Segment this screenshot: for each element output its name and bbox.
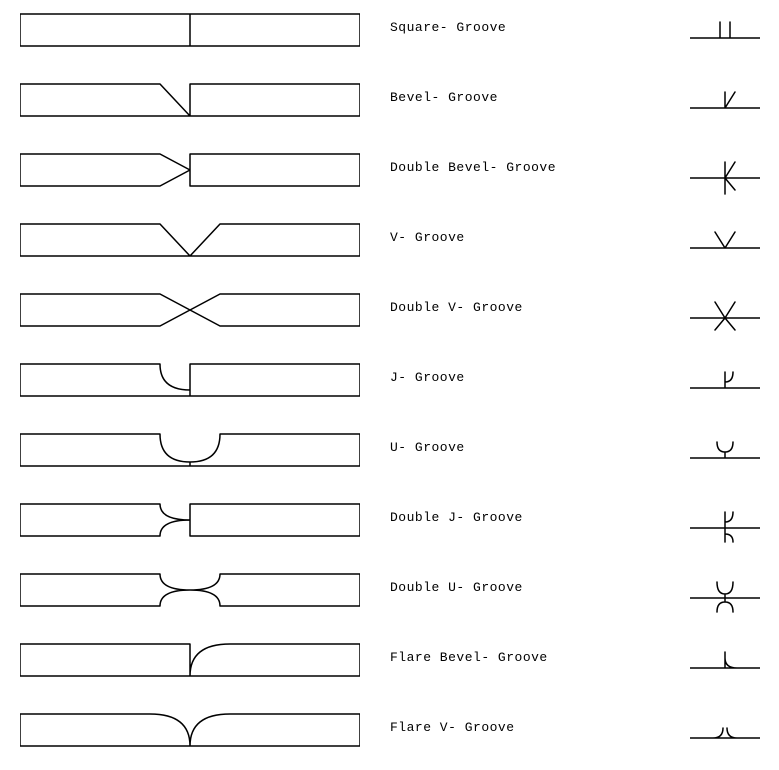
groove-row-square-groove: Square- Groove bbox=[0, 0, 779, 70]
groove-row-double-bevel-groove: Double Bevel- Groove bbox=[0, 140, 779, 210]
joint-cross-section bbox=[20, 290, 360, 334]
groove-row-bevel-groove: Bevel- Groove bbox=[0, 70, 779, 140]
weld-symbol bbox=[690, 708, 760, 756]
joint-cross-section bbox=[20, 150, 360, 194]
groove-label: V- Groove bbox=[390, 230, 465, 245]
groove-row-double-j-groove: Double J- Groove bbox=[0, 490, 779, 560]
weld-symbol bbox=[690, 148, 760, 196]
groove-row-v-groove: V- Groove bbox=[0, 210, 779, 280]
groove-label: Square- Groove bbox=[390, 20, 506, 35]
groove-row-flare-v-groove: Flare V- Groove bbox=[0, 700, 779, 770]
joint-cross-section bbox=[20, 220, 360, 264]
weld-symbol bbox=[690, 358, 760, 406]
groove-label: Double J- Groove bbox=[390, 510, 523, 525]
joint-cross-section bbox=[20, 430, 360, 474]
groove-label: Flare Bevel- Groove bbox=[390, 650, 548, 665]
weld-symbol bbox=[690, 568, 760, 616]
joint-cross-section bbox=[20, 710, 360, 754]
weld-symbol bbox=[690, 638, 760, 686]
groove-label: J- Groove bbox=[390, 370, 465, 385]
groove-label: Flare V- Groove bbox=[390, 720, 515, 735]
weld-symbol bbox=[690, 8, 760, 56]
joint-cross-section bbox=[20, 570, 360, 614]
joint-cross-section bbox=[20, 500, 360, 544]
weld-groove-diagram: Square- Groove Bevel- Groove Double Bevel-… bbox=[0, 0, 779, 770]
groove-label: Bevel- Groove bbox=[390, 90, 498, 105]
groove-label: U- Groove bbox=[390, 440, 465, 455]
weld-symbol bbox=[690, 288, 760, 336]
weld-symbol bbox=[690, 428, 760, 476]
joint-cross-section bbox=[20, 640, 360, 684]
groove-row-double-v-groove: Double V- Groove bbox=[0, 280, 779, 350]
groove-label: Double V- Groove bbox=[390, 300, 523, 315]
groove-label: Double Bevel- Groove bbox=[390, 160, 556, 175]
joint-cross-section bbox=[20, 80, 360, 124]
joint-cross-section bbox=[20, 360, 360, 404]
weld-symbol bbox=[690, 218, 760, 266]
groove-row-u-groove: U- Groove bbox=[0, 420, 779, 490]
groove-row-j-groove: J- Groove bbox=[0, 350, 779, 420]
weld-symbol bbox=[690, 78, 760, 126]
groove-row-double-u-groove: Double U- Groove bbox=[0, 560, 779, 630]
groove-row-flare-bevel-groove: Flare Bevel- Groove bbox=[0, 630, 779, 700]
joint-cross-section bbox=[20, 10, 360, 54]
weld-symbol bbox=[690, 498, 760, 546]
groove-label: Double U- Groove bbox=[390, 580, 523, 595]
